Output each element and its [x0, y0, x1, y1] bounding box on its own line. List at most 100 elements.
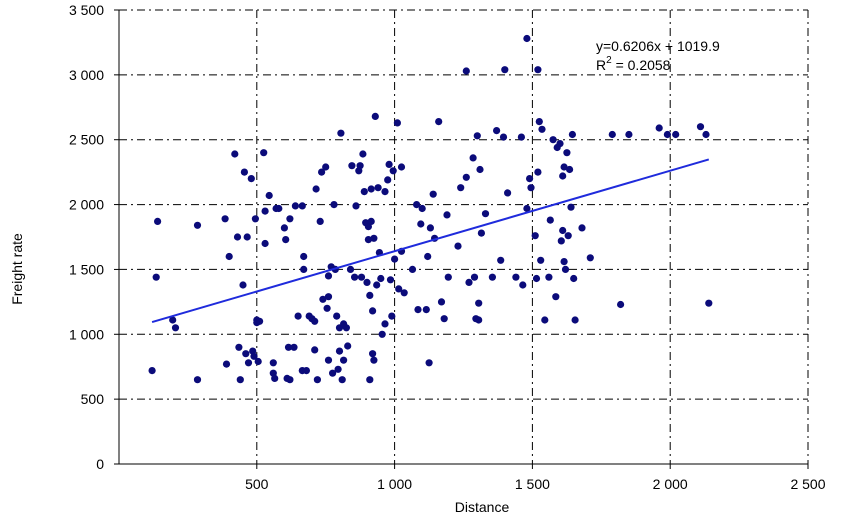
x-tick-label: 500 [245, 476, 269, 492]
data-point [323, 304, 331, 312]
data-point [462, 173, 470, 181]
y-tick-label: 0 [96, 456, 104, 472]
data-point [369, 350, 377, 358]
data-point [552, 293, 560, 301]
data-point [556, 140, 564, 148]
data-point [271, 374, 279, 382]
data-point [324, 356, 333, 364]
data-point [617, 300, 625, 309]
data-point [340, 356, 348, 364]
data-point [418, 204, 426, 213]
data-point [381, 320, 389, 328]
x-tick-label: 2 000 [653, 476, 688, 492]
data-point [388, 312, 396, 320]
data-point [526, 175, 534, 183]
data-point [225, 252, 233, 261]
data-point [557, 237, 565, 245]
r-squared-superscript: 2 [606, 55, 612, 66]
y-tick-label: 2 500 [69, 132, 104, 148]
data-point [373, 281, 381, 289]
data-point [300, 252, 308, 261]
data-point [324, 272, 333, 280]
data-point [244, 359, 253, 367]
data-point [351, 273, 359, 281]
data-point [397, 163, 406, 171]
data-point [435, 118, 443, 126]
data-point [561, 265, 570, 273]
data-point [152, 273, 160, 281]
data-point [527, 184, 535, 192]
data-point [169, 316, 177, 324]
data-point [193, 221, 202, 229]
data-point [477, 229, 485, 237]
data-point [475, 299, 483, 307]
data-point [377, 274, 385, 283]
data-point [311, 317, 319, 325]
y-tick-label: 500 [81, 391, 105, 407]
data-point [389, 167, 397, 175]
data-point [465, 278, 473, 286]
data-point [408, 265, 417, 273]
data-point [454, 242, 462, 250]
data-point [422, 306, 430, 314]
data-point [386, 276, 395, 284]
data-point [570, 274, 578, 283]
data-point [560, 163, 568, 171]
data-point [242, 350, 250, 358]
data-point [475, 316, 483, 324]
y-tick-label: 1 500 [69, 261, 104, 277]
data-point [567, 203, 575, 211]
data-point [333, 312, 341, 320]
data-point [352, 202, 360, 210]
data-point [284, 343, 293, 351]
data-point [364, 236, 372, 244]
data-point [414, 306, 422, 314]
data-point [443, 211, 451, 219]
y-axis-ticks: 0 500 1 000 1 500 2 000 2 500 3 000 3 500 [69, 2, 119, 472]
data-point [531, 232, 539, 240]
data-point [571, 316, 579, 324]
data-point [517, 133, 526, 141]
data-point [342, 324, 350, 332]
data-point [329, 369, 337, 377]
data-point [504, 189, 512, 197]
data-point [559, 226, 567, 235]
data-point [337, 129, 345, 137]
data-point [625, 130, 633, 139]
data-point [470, 273, 479, 281]
data-point [367, 185, 375, 193]
data-point [568, 130, 577, 139]
data-point [519, 281, 527, 289]
data-point [672, 130, 680, 139]
data-point [400, 289, 408, 297]
data-point [300, 265, 308, 273]
data-point [260, 149, 268, 157]
data-point [369, 307, 377, 315]
x-tick-label: 1 500 [515, 476, 550, 492]
data-point [154, 217, 162, 225]
data-point [348, 162, 356, 170]
data-point [497, 256, 505, 264]
data-point [534, 168, 542, 176]
data-point [437, 298, 446, 306]
data-point [357, 273, 366, 281]
data-point [413, 201, 421, 209]
data-point [578, 224, 586, 232]
data-point [256, 317, 264, 325]
data-point [370, 356, 378, 364]
data-point [231, 150, 239, 158]
data-point [563, 149, 571, 157]
data-point [469, 154, 477, 162]
data-point [476, 165, 484, 174]
data-point [148, 367, 156, 375]
data-point [261, 239, 269, 248]
axes [118, 10, 808, 465]
data-point [535, 118, 543, 126]
r-squared-value: = 0.2058 [612, 57, 671, 73]
data-point [294, 312, 302, 320]
data-point [473, 132, 481, 140]
data-point [381, 188, 389, 196]
data-point [493, 127, 501, 135]
data-point [545, 273, 553, 281]
